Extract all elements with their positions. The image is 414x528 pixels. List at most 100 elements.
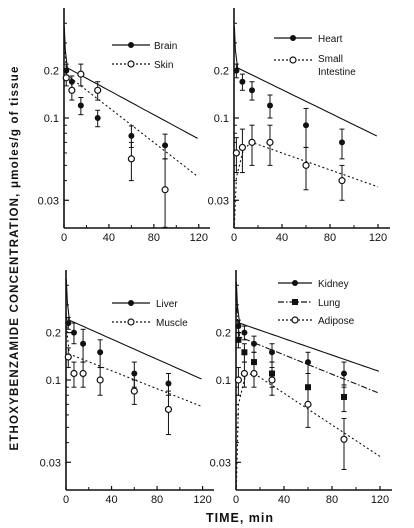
x-tick-label: 120 (371, 494, 389, 506)
data-point-liver (80, 341, 86, 347)
x-tick-label: 80 (324, 232, 336, 244)
legend-top-left: Brain Skin (112, 41, 177, 71)
y-tick-label: 0.03 (210, 457, 231, 469)
y-tick-label: 0.03 (40, 457, 61, 469)
data-point-kidney (269, 349, 275, 355)
data-point-lung (341, 394, 347, 400)
legend-bottom-right: Kidney Lung Adipose (278, 279, 355, 327)
y-tick-label: 0.03 (208, 195, 229, 207)
data-point-heart (267, 103, 273, 109)
legend-label-brain: Brain (154, 41, 177, 52)
legend-marker-muscle (128, 319, 134, 325)
data-point-skin (95, 87, 101, 93)
panel-top-right: 0 40 80 120 0.2 0.1 0.03 (208, 8, 390, 244)
data-point-muscle (65, 354, 71, 360)
y-tick-label: 0.2 (46, 328, 61, 340)
data-point-small-intestine (249, 139, 255, 145)
data-point-brain (128, 133, 134, 139)
legend-label-lung: Lung (318, 298, 340, 309)
legend-marker-skin (128, 61, 134, 67)
legend-marker-small-intestine (290, 57, 296, 63)
x-tick-label: 40 (105, 494, 117, 506)
legend-label-kidney: Kidney (318, 279, 349, 290)
legend-marker-heart (290, 35, 296, 41)
x-tick-label: 120 (193, 494, 211, 506)
data-point-brain (95, 115, 101, 121)
data-point-skin (128, 156, 134, 162)
legend-label-liver: Liver (156, 299, 178, 310)
data-point-liver (165, 381, 171, 387)
data-point-heart (303, 122, 309, 128)
data-point-liver (71, 330, 77, 336)
data-point-adipose (305, 401, 311, 407)
data-point-small-intestine (267, 139, 273, 145)
legend-label-skin: Skin (154, 60, 173, 71)
data-point-adipose (235, 377, 241, 383)
x-tick-label: 120 (369, 232, 387, 244)
legend-label-intestine: Intestine (318, 67, 356, 78)
x-tick-label: 0 (63, 494, 69, 506)
y-tick-label: 0.1 (216, 375, 231, 387)
data-point-kidney (341, 370, 347, 376)
y-axis-label: ETHOXYBENZAMIDE CONCENTRATION, μmoles/g … (9, 65, 21, 450)
data-point-lung (235, 337, 241, 343)
legend-marker-adipose (292, 317, 298, 323)
data-point-skin (162, 187, 168, 193)
data-point-liver (65, 320, 71, 326)
data-point-muscle (80, 370, 86, 376)
legend-bottom-left: Liver Muscle (112, 299, 188, 329)
data-point-muscle (165, 406, 171, 412)
data-point-adipose (341, 436, 347, 442)
data-point-small-intestine (339, 178, 345, 184)
panel-bottom-left: 0 40 80 120 0.2 0.1 0.03 (40, 270, 214, 506)
legend-label-adipose: Adipose (318, 316, 355, 327)
data-point-adipose (241, 370, 247, 376)
x-tick-label: 0 (61, 232, 67, 244)
y-tick-label: 0.1 (46, 375, 61, 387)
y-tick-label: 0.2 (214, 66, 229, 78)
data-point-liver (97, 349, 103, 355)
x-tick-label: 80 (151, 494, 163, 506)
legend-marker-kidney (292, 280, 298, 286)
data-point-small-intestine (233, 150, 239, 156)
x-tick-label: 0 (231, 232, 237, 244)
data-point-heart (239, 79, 245, 85)
data-point-muscle (97, 377, 103, 383)
data-point-adipose (251, 370, 257, 376)
data-point-brain (78, 103, 84, 109)
data-point-skin (78, 71, 84, 77)
data-point-muscle (131, 388, 137, 394)
x-tick-label: 80 (148, 232, 160, 244)
y-tick-label: 0.2 (44, 66, 59, 78)
x-tick-label: 0 (233, 494, 239, 506)
data-point-skin (63, 75, 69, 81)
x-tick-label: 120 (190, 232, 208, 244)
panel-bottom-right: 0 40 80 120 0.2 0.1 0.03 (210, 270, 392, 506)
panel-top-left: 0 40 80 120 0.2 0.1 0.03 (38, 8, 210, 244)
data-point-heart (249, 87, 255, 93)
y-tick-label: 0.1 (44, 113, 59, 125)
data-point-lung (241, 349, 247, 355)
y-tick-label: 0.2 (216, 328, 231, 340)
x-axis-label: TIME, min (206, 511, 274, 525)
x-tick-label: 40 (278, 494, 290, 506)
data-point-heart (339, 139, 345, 145)
legend-label-heart: Heart (318, 34, 343, 45)
data-point-skin (69, 87, 75, 93)
data-point-liver (131, 370, 137, 376)
y-tick-label: 0.1 (214, 113, 229, 125)
legend-label-small: Small (318, 54, 343, 65)
data-point-kidney (241, 330, 247, 336)
y-tick-label: 0.03 (38, 195, 59, 207)
data-point-heart (233, 68, 239, 74)
data-point-muscle (71, 370, 77, 376)
x-tick-label: 80 (326, 494, 338, 506)
legend-label-muscle: Muscle (156, 318, 188, 329)
legend-marker-brain (128, 42, 134, 48)
data-point-brain (162, 142, 168, 148)
data-point-small-intestine (303, 162, 309, 168)
legend-marker-liver (128, 300, 134, 306)
legend-top-right: Heart Small Intestine (274, 34, 356, 78)
data-point-small-intestine (239, 144, 245, 150)
